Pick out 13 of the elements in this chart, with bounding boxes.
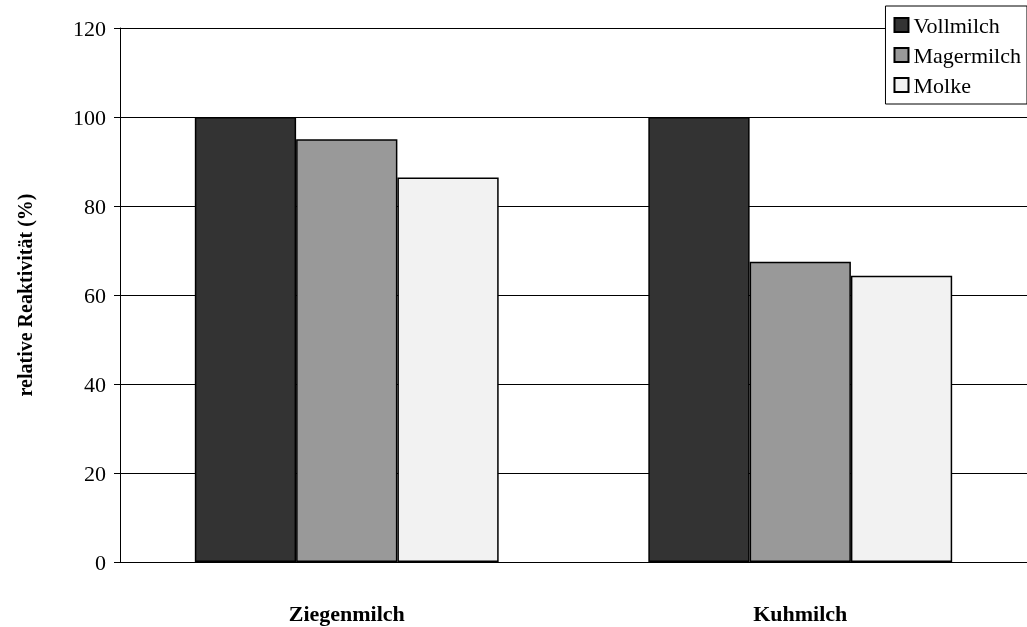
y-tick-label: 100 bbox=[73, 104, 106, 130]
y-tick-label: 80 bbox=[84, 193, 106, 219]
legend-label: Molke bbox=[913, 72, 971, 98]
x-tick-label: Ziegenmilch bbox=[288, 600, 405, 626]
legend-label: Vollmilch bbox=[913, 12, 1000, 38]
y-tick-label: 40 bbox=[84, 371, 106, 397]
y-tick-label: 60 bbox=[84, 282, 106, 308]
y-tick-label: 0 bbox=[95, 549, 106, 575]
y-tick-label: 20 bbox=[84, 460, 106, 486]
y-axis-title: relative Reaktivität (%) bbox=[14, 193, 37, 397]
y-tick-label: 120 bbox=[73, 15, 106, 41]
legend-label: Magermilch bbox=[913, 42, 1022, 68]
x-tick-label: Kuhmilch bbox=[753, 600, 848, 626]
